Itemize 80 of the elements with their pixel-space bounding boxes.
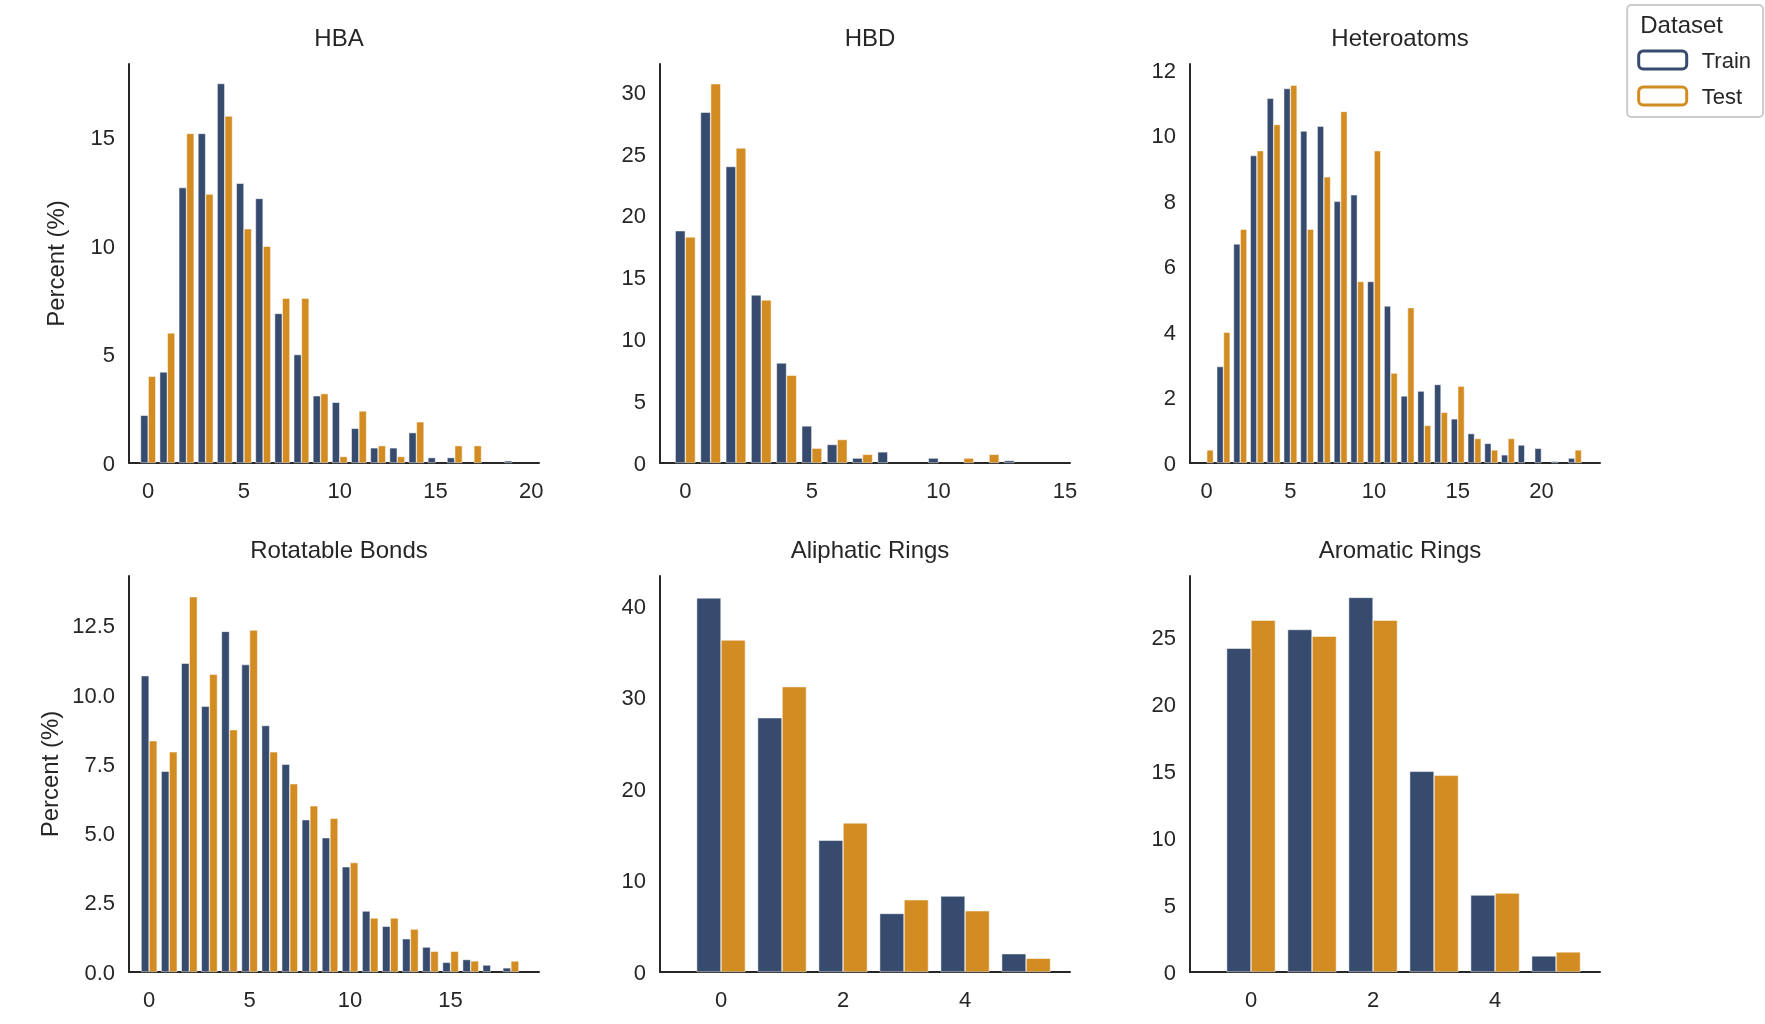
y-tick-label: 0 [1163,959,1176,985]
y-tick-label: 10 [1151,825,1176,851]
x-tick-label: 15 [1052,477,1078,503]
y-tick-label: 12.5 [72,613,115,639]
y-tick-label: 5.0 [84,821,115,847]
chart-title: HBA [314,23,364,51]
chart-title: Aliphatic Rings [790,535,950,563]
legend-label: Test [1701,83,1743,109]
chart-title: HBD [844,23,896,51]
bar [928,458,939,463]
x-tick-label: 5 [805,477,818,503]
chart-title: Aromatic Rings [1318,535,1482,563]
y-tick-label: 15 [1151,758,1176,784]
y-tick-label: 2.5 [84,890,115,916]
y-tick-label: 30 [621,685,646,711]
y-tick-label: 25 [621,141,646,167]
x-tick-label: 0 [1244,986,1258,1012]
y-tick-label: 5 [102,342,115,368]
y-tick-label: 20 [621,776,646,802]
y-tick-label: 10 [1151,123,1176,149]
y-tick-label: 15 [90,125,115,151]
y-tick-label: 10 [621,868,646,894]
y-tick-label: 10.0 [72,682,115,708]
y-tick-label: 5 [633,388,646,414]
x-tick-label: 0 [1200,477,1213,503]
y-tick-label: 0.0 [84,959,115,985]
y-axis-title: Percent (%) [41,200,69,327]
x-tick-label: 10 [327,477,352,503]
x-tick-label: 5 [237,477,251,503]
x-tick-label: 0 [142,986,156,1012]
x-tick-label: 10 [337,986,363,1012]
y-tick-label: 40 [621,593,646,619]
x-tick-label: 2 [1366,986,1380,1012]
bar [427,457,436,463]
y-tick-label: 6 [1163,254,1176,280]
y-tick-label: 30 [621,79,646,105]
x-tick-label: 15 [423,477,448,503]
y-tick-label: 0 [633,450,646,476]
y-tick-label: 0 [1163,450,1176,476]
y-tick-label: 0 [633,959,646,985]
x-tick-label: 15 [1445,477,1470,503]
bar [1534,448,1542,463]
x-tick-label: 15 [438,986,463,1012]
bar [989,454,1000,463]
y-tick-label: 10 [90,233,115,259]
y-tick-label: 7.5 [84,751,115,777]
y-tick-label: 0 [102,450,115,476]
bar [473,445,482,463]
y-tick-label: 10 [621,326,646,352]
x-tick-label: 10 [1361,477,1387,503]
y-tick-label: 12 [1151,58,1176,84]
y-tick-label: 15 [621,265,646,291]
bar [877,451,888,463]
y-tick-label: 2 [1163,385,1176,411]
x-tick-label: 20 [1529,477,1554,503]
x-tick-label: 5 [243,986,256,1012]
y-tick-label: 25 [1151,625,1176,651]
x-tick-label: 2 [836,986,850,1012]
bar [963,458,974,463]
bar [1206,449,1214,463]
y-tick-label: 4 [1163,319,1176,345]
x-tick-label: 0 [679,477,692,503]
legend-title: Dataset [1640,10,1724,38]
chart-title: Heteroatoms [1331,23,1469,51]
legend-label: Train [1701,47,1752,73]
x-tick-label: 0 [142,477,155,503]
y-axis-title: Percent (%) [35,710,63,838]
x-tick-label: 0 [714,986,728,1012]
bar [482,965,491,972]
x-tick-label: 5 [1284,477,1297,503]
x-tick-label: 4 [1488,986,1502,1012]
x-tick-label: 20 [519,477,544,503]
bar [1518,445,1525,463]
y-tick-label: 5 [1163,892,1176,918]
y-tick-label: 8 [1163,188,1176,214]
y-tick-label: 20 [621,203,646,229]
y-tick-label: 20 [1151,691,1176,717]
x-tick-label: 4 [958,986,972,1012]
x-tick-label: 10 [926,477,951,503]
chart-title: Rotatable Bonds [250,535,428,563]
